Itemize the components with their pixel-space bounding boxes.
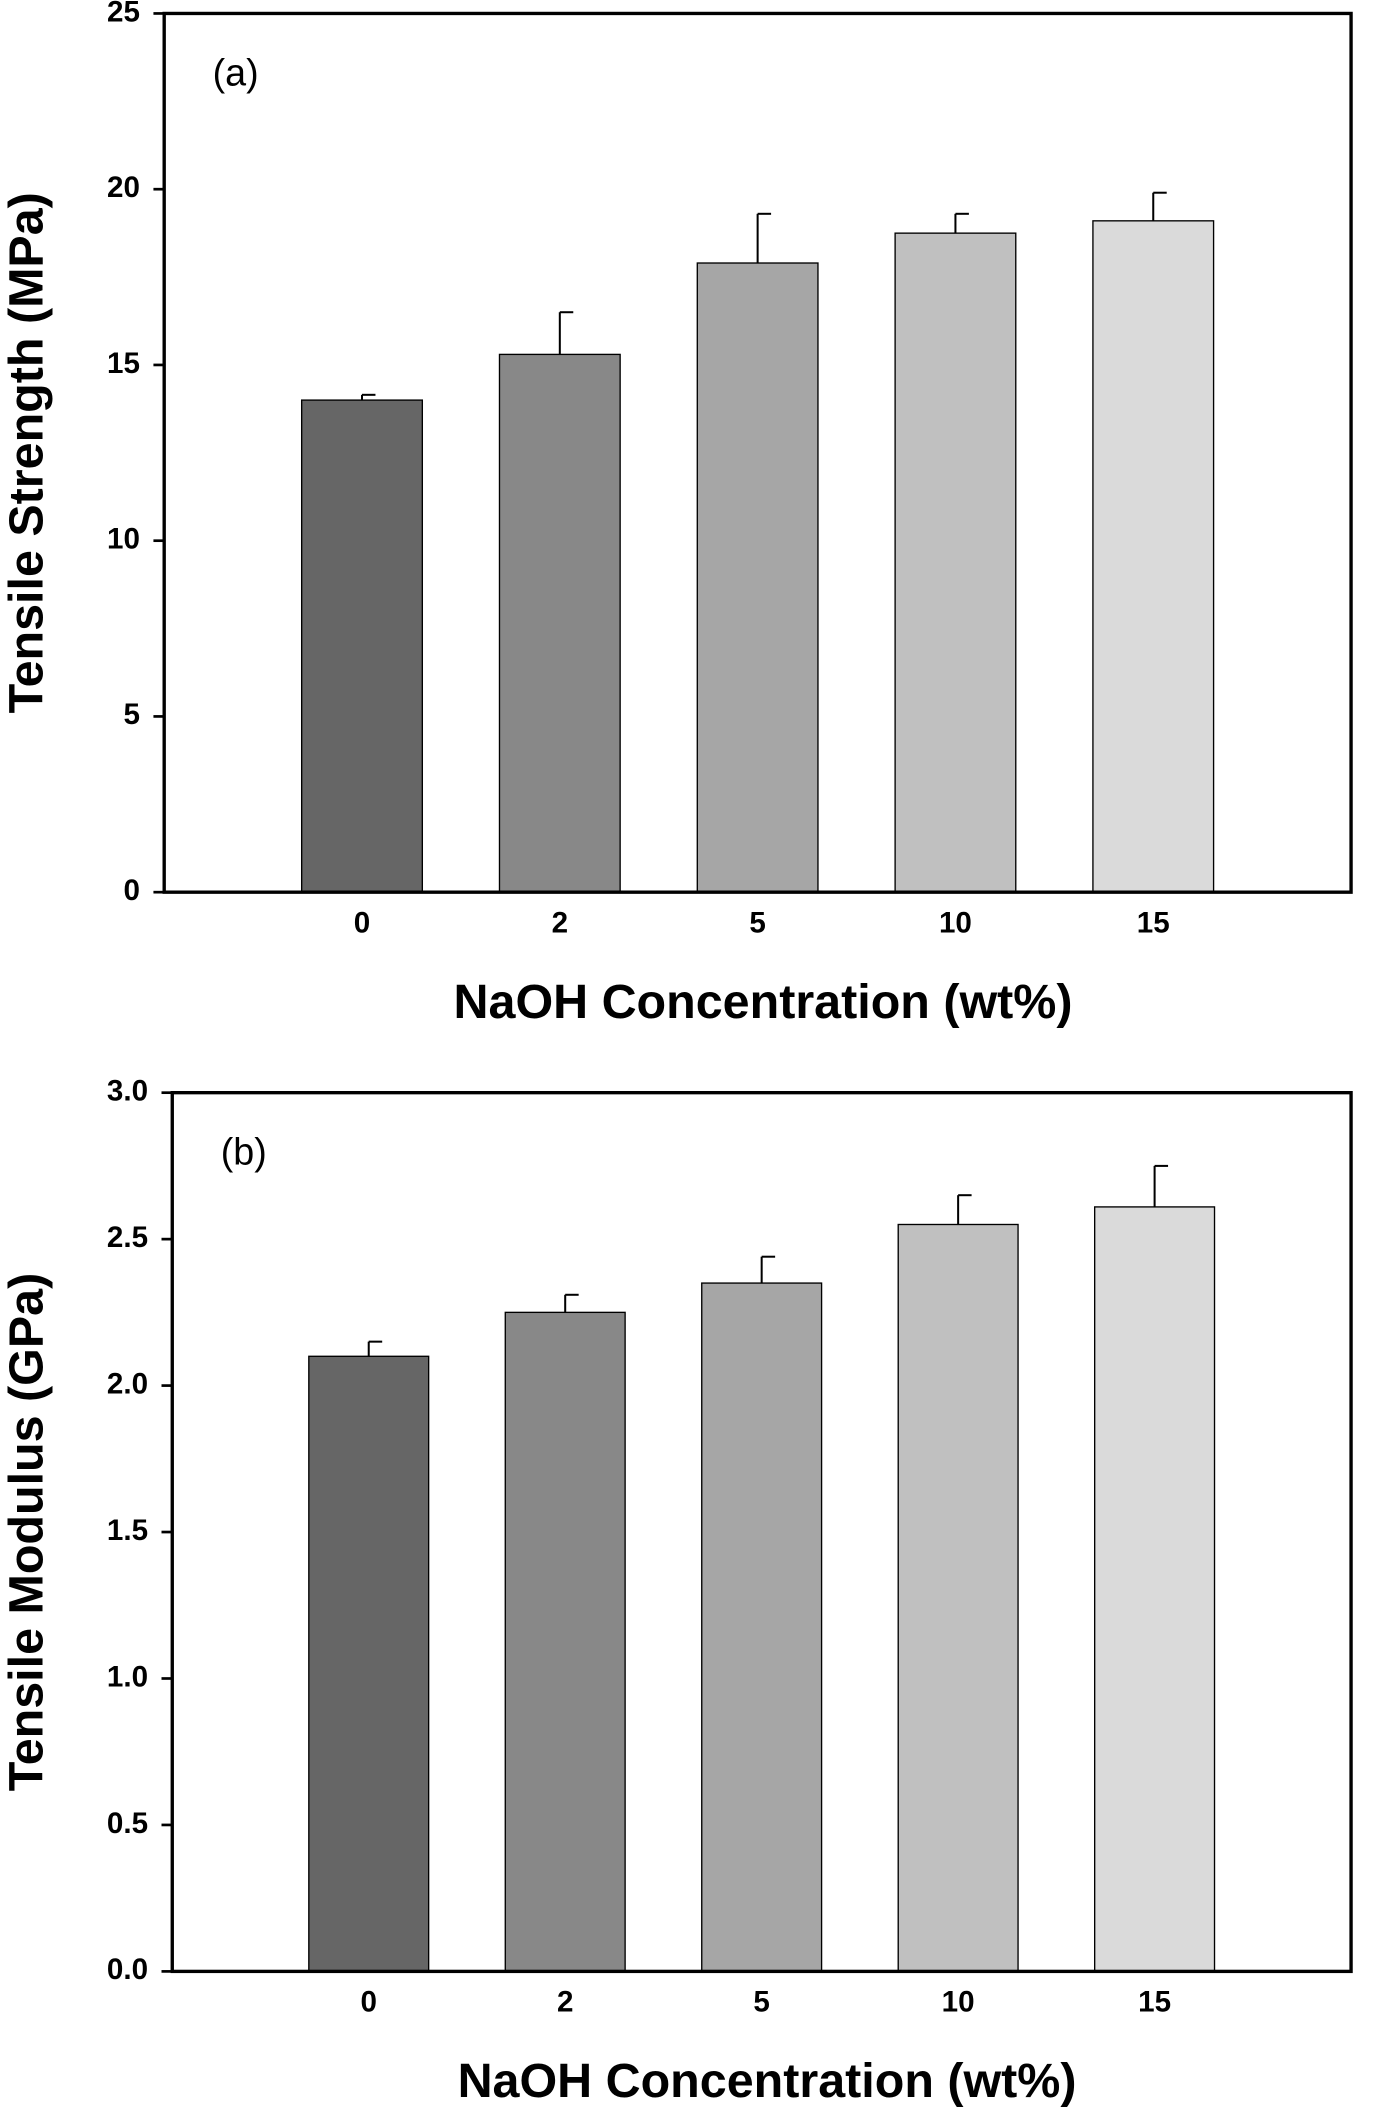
y-tick-label: 2.0 [107, 1367, 148, 1400]
y-tick-label: 15 [107, 347, 140, 380]
y-tick-label: 0.5 [107, 1807, 148, 1840]
y-tick-label: 0 [124, 874, 140, 907]
y-tick-label: 25 [107, 0, 140, 28]
x-tick-label: 0 [360, 1986, 376, 2019]
bar [308, 1355, 430, 1973]
x-tick-label: 5 [749, 906, 765, 939]
y-tick-label: 0.0 [107, 1953, 148, 1986]
y-tick-label: 5 [124, 698, 140, 731]
plot-frame [170, 1090, 1353, 1974]
y-axis-title: Tensile Modulus (GPa) [0, 1273, 53, 1792]
y-tick-label: 1.5 [107, 1514, 148, 1547]
bar [498, 353, 621, 893]
bar [696, 262, 819, 893]
x-tick-label: 2 [552, 906, 568, 939]
bar [300, 399, 424, 893]
x-axis-title: NaOH Concentration (wt%) [458, 2054, 1077, 2108]
x-tick-label: 15 [1137, 906, 1170, 939]
bar [1094, 1206, 1216, 1973]
bar [504, 1311, 626, 1973]
y-tick-label: 1.0 [107, 1660, 148, 1693]
bar [1092, 220, 1215, 893]
x-tick-label: 10 [939, 906, 972, 939]
panel-label: (a) [213, 51, 259, 93]
y-tick-label: 3.0 [107, 1074, 148, 1107]
bar [701, 1282, 823, 1973]
y-axis-title: Tensile Strength (MPa) [0, 192, 53, 713]
x-tick-label: 5 [753, 1986, 769, 2019]
bar [894, 232, 1017, 893]
x-axis-title: NaOH Concentration (wt%) [454, 975, 1073, 1029]
panel-label: (b) [221, 1131, 267, 1173]
x-tick-label: 10 [942, 1986, 975, 2019]
y-tick-label: 10 [107, 523, 140, 556]
x-tick-label: 15 [1138, 1986, 1171, 2019]
x-tick-label: 2 [557, 1986, 573, 2019]
y-tick-label: 20 [107, 171, 140, 204]
x-tick-label: 0 [354, 906, 370, 939]
bar [897, 1223, 1019, 1973]
y-tick-label: 2.5 [107, 1221, 148, 1254]
plot-frame [162, 11, 1353, 894]
